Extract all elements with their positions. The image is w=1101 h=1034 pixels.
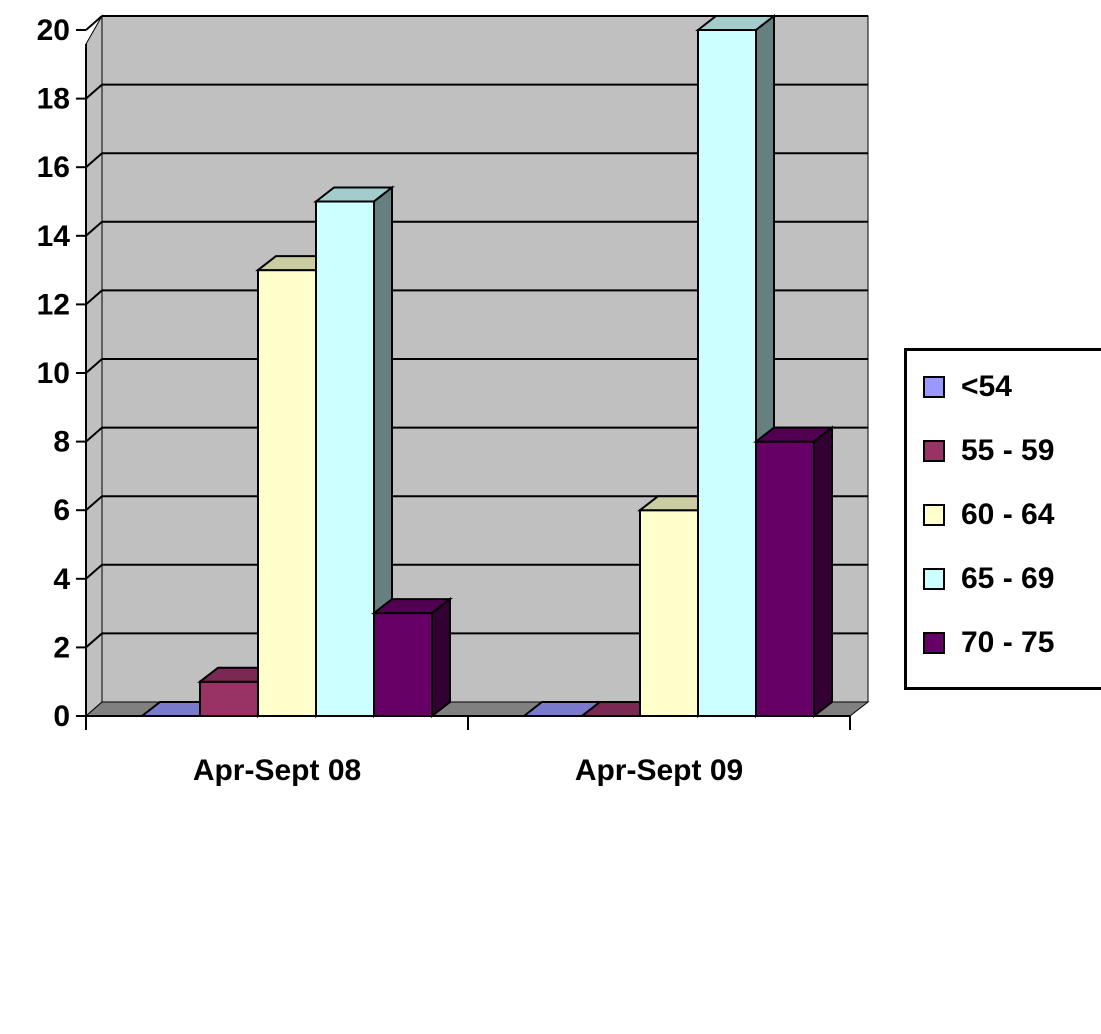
legend-item: 70 - 75 bbox=[923, 623, 1054, 663]
legend-item: 65 - 69 bbox=[923, 559, 1054, 599]
gridline-side bbox=[85, 83, 103, 100]
bar-front bbox=[315, 200, 375, 717]
y-tick-labels: 0 2 4 6 8 10 12 14 16 18 20 bbox=[37, 14, 86, 733]
legend-swatch bbox=[923, 376, 945, 398]
bar-front bbox=[639, 509, 699, 718]
y-tick-label: 10 bbox=[37, 357, 70, 390]
y-tick-label: 4 bbox=[53, 563, 70, 596]
category-labels: Apr-Sept 08 Apr-Sept 09 bbox=[193, 754, 743, 787]
y-tick-label: 20 bbox=[37, 14, 70, 47]
gridline-side bbox=[85, 152, 103, 168]
y-tick-label: 18 bbox=[37, 83, 70, 116]
bars bbox=[139, 13, 835, 719]
gridline-side bbox=[85, 632, 103, 649]
legend-label: 60 - 64 bbox=[961, 498, 1055, 531]
gridline-side bbox=[85, 564, 103, 580]
legend-item: <54 bbox=[923, 367, 1012, 407]
legend-swatch bbox=[923, 632, 945, 654]
bar bbox=[753, 425, 835, 719]
y-tick-label: 6 bbox=[53, 494, 70, 527]
bar bbox=[371, 597, 453, 719]
legend-item: 60 - 64 bbox=[923, 495, 1054, 535]
bar-front bbox=[199, 680, 259, 718]
gridline-side bbox=[85, 221, 103, 237]
gridline-side bbox=[85, 289, 103, 306]
y-tick-label: 8 bbox=[53, 426, 70, 459]
category-label: Apr-Sept 08 bbox=[193, 754, 361, 787]
y-tick-label: 16 bbox=[37, 151, 70, 184]
bar-front bbox=[257, 269, 317, 717]
gridline-side bbox=[85, 495, 103, 511]
y-tick-label: 12 bbox=[37, 288, 70, 321]
bar bbox=[313, 185, 395, 719]
bar-front bbox=[755, 440, 815, 717]
gridline-side bbox=[85, 426, 103, 443]
gridline-side bbox=[85, 358, 103, 374]
legend-label: 65 - 69 bbox=[961, 562, 1055, 595]
y-tick-label: 0 bbox=[53, 700, 70, 733]
legend-label: 70 - 75 bbox=[961, 626, 1055, 659]
bar-side bbox=[431, 597, 451, 719]
bar-front bbox=[697, 29, 757, 717]
legend-swatch bbox=[923, 440, 945, 462]
legend-swatch bbox=[923, 504, 945, 526]
bar-front bbox=[373, 612, 433, 717]
gridline-side bbox=[85, 15, 103, 31]
legend-swatch bbox=[923, 568, 945, 590]
bar-side bbox=[813, 425, 833, 719]
legend-label: 55 - 59 bbox=[961, 434, 1055, 467]
category-label: Apr-Sept 09 bbox=[575, 754, 743, 787]
legend: <54 55 - 59 60 - 64 65 - 69 70 - 75 bbox=[904, 348, 1101, 690]
legend-label: <54 bbox=[961, 370, 1012, 403]
y-tick-label: 14 bbox=[37, 220, 71, 253]
legend-item: 55 - 59 bbox=[923, 431, 1054, 471]
y-tick-label: 2 bbox=[53, 631, 70, 664]
